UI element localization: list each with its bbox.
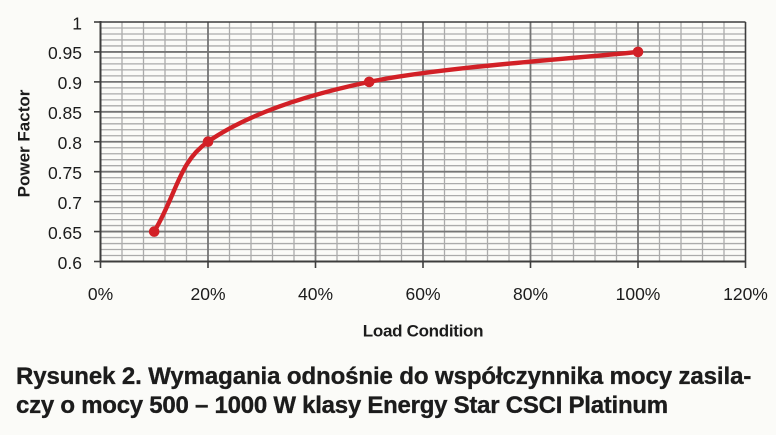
svg-text:120%: 120% — [723, 284, 768, 304]
svg-text:0.7: 0.7 — [58, 193, 82, 213]
svg-text:0.9: 0.9 — [58, 73, 82, 93]
svg-text:0.85: 0.85 — [48, 103, 82, 123]
svg-text:0.75: 0.75 — [48, 163, 82, 183]
svg-text:100%: 100% — [616, 284, 661, 304]
svg-text:Power Factor: Power Factor — [15, 89, 34, 197]
svg-text:0.95: 0.95 — [48, 43, 82, 63]
svg-text:0.6: 0.6 — [58, 253, 82, 273]
svg-text:0.65: 0.65 — [48, 223, 82, 243]
svg-text:1: 1 — [72, 13, 82, 33]
svg-text:60%: 60% — [405, 284, 440, 304]
svg-text:0%: 0% — [88, 284, 113, 304]
svg-text:0.8: 0.8 — [58, 133, 82, 153]
svg-text:40%: 40% — [298, 284, 333, 304]
svg-text:20%: 20% — [190, 284, 225, 304]
svg-text:80%: 80% — [513, 284, 548, 304]
svg-text:Load Condition: Load Condition — [363, 321, 483, 340]
